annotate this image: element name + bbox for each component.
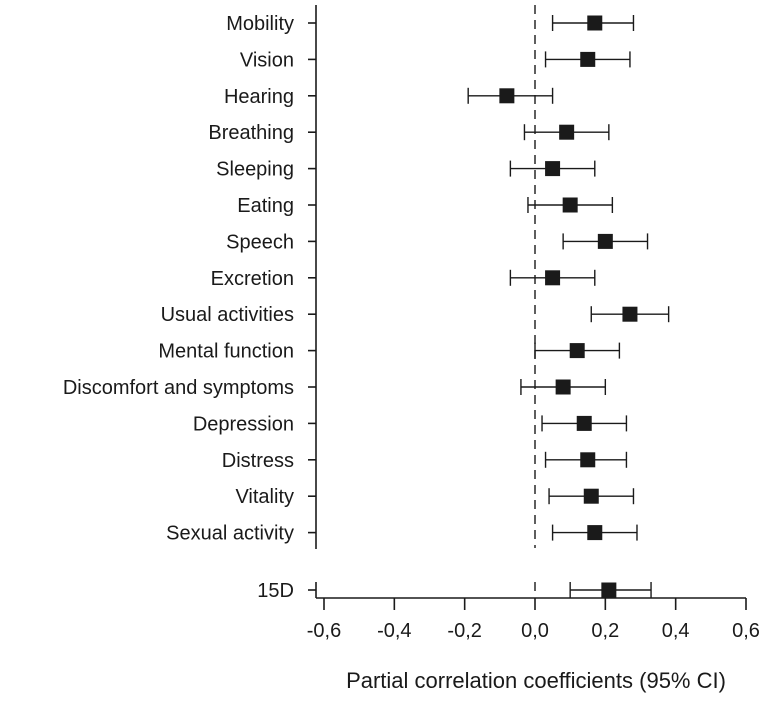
- row-point-estimate: [587, 15, 603, 31]
- row-point-estimate: [555, 379, 571, 395]
- row-point-estimate: [562, 197, 578, 213]
- row-label: Mental function: [158, 341, 294, 363]
- row-label: Excretion: [211, 268, 294, 290]
- x-tick-label: 0,6: [732, 620, 760, 642]
- x-tick-label: -0,4: [377, 620, 411, 642]
- row-label: Mobility: [226, 13, 294, 35]
- row-label: Usual activities: [161, 304, 294, 326]
- row-label: Discomfort and symptoms: [63, 377, 294, 399]
- row-label: Vitality: [235, 486, 294, 508]
- x-axis-title: Partial correlation coefficients (95% CI…: [346, 668, 726, 693]
- x-tick-label: -0,6: [307, 620, 341, 642]
- row-label: Speech: [226, 231, 294, 253]
- row-point-estimate: [583, 488, 599, 504]
- row-label: Depression: [193, 413, 294, 435]
- x-tick-label: 0,4: [662, 620, 690, 642]
- row-label: Sleeping: [216, 159, 294, 181]
- row-point-estimate: [545, 270, 561, 286]
- row-point-estimate: [499, 88, 515, 104]
- row-point-estimate: [559, 124, 575, 140]
- row-point-estimate: [576, 415, 592, 431]
- estimate-rows: Mobility Vision Hearing Breathing Sleeping Ea…: [63, 13, 670, 602]
- summary-row-label: 15D: [257, 580, 294, 602]
- row-point-estimate: [545, 161, 561, 177]
- row-point-estimate: [580, 51, 596, 67]
- x-tick-label: 0,0: [521, 620, 549, 642]
- x-ticks: -0,6 -0,4 -0,2 0,0 0,2 0,4 0,6: [307, 598, 760, 642]
- row-label: Hearing: [224, 86, 294, 108]
- row-label: Eating: [237, 195, 294, 217]
- summary-row-point-estimate: [601, 582, 617, 598]
- row-point-estimate: [587, 525, 603, 541]
- row-point-estimate: [580, 452, 596, 468]
- row-label: Sexual activity: [166, 523, 294, 545]
- x-tick-label: 0,2: [591, 620, 619, 642]
- row-label: Vision: [240, 49, 294, 71]
- row-point-estimate: [597, 233, 613, 249]
- x-tick-label: -0,2: [447, 620, 481, 642]
- row-label: Distress: [222, 450, 294, 472]
- row-point-estimate: [569, 343, 585, 359]
- row-point-estimate: [622, 306, 638, 322]
- y-ticks: [308, 22, 316, 591]
- row-label: Breathing: [208, 122, 294, 144]
